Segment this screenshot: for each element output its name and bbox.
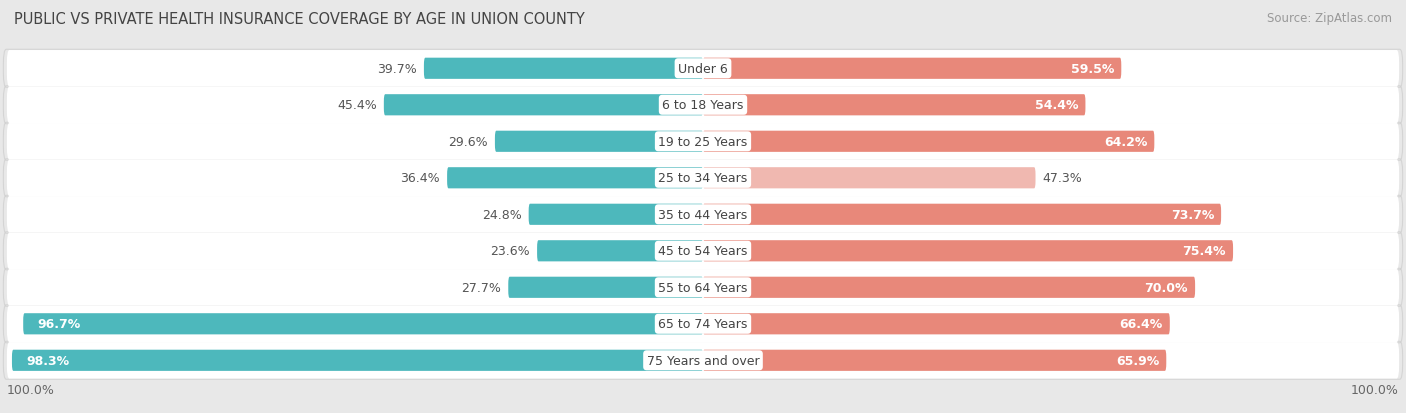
FancyBboxPatch shape bbox=[703, 168, 1035, 189]
Text: 70.0%: 70.0% bbox=[1144, 281, 1188, 294]
FancyBboxPatch shape bbox=[7, 233, 1399, 269]
FancyBboxPatch shape bbox=[384, 95, 703, 116]
Text: 73.7%: 73.7% bbox=[1171, 208, 1213, 221]
Text: 35 to 44 Years: 35 to 44 Years bbox=[658, 208, 748, 221]
Text: 59.5%: 59.5% bbox=[1071, 63, 1115, 76]
Text: 29.6%: 29.6% bbox=[449, 135, 488, 148]
Text: 55 to 64 Years: 55 to 64 Years bbox=[658, 281, 748, 294]
Text: 66.4%: 66.4% bbox=[1119, 318, 1163, 330]
FancyBboxPatch shape bbox=[22, 313, 703, 335]
FancyBboxPatch shape bbox=[509, 277, 703, 298]
FancyBboxPatch shape bbox=[7, 124, 1399, 160]
FancyBboxPatch shape bbox=[703, 131, 1154, 152]
Text: 96.7%: 96.7% bbox=[37, 318, 80, 330]
Text: 39.7%: 39.7% bbox=[377, 63, 418, 76]
FancyBboxPatch shape bbox=[7, 87, 1399, 124]
Text: 23.6%: 23.6% bbox=[491, 244, 530, 258]
Text: 45 to 54 Years: 45 to 54 Years bbox=[658, 244, 748, 258]
FancyBboxPatch shape bbox=[703, 313, 1170, 335]
FancyBboxPatch shape bbox=[7, 51, 1399, 87]
Text: 27.7%: 27.7% bbox=[461, 281, 501, 294]
FancyBboxPatch shape bbox=[7, 342, 1399, 379]
Text: PUBLIC VS PRIVATE HEALTH INSURANCE COVERAGE BY AGE IN UNION COUNTY: PUBLIC VS PRIVATE HEALTH INSURANCE COVER… bbox=[14, 12, 585, 27]
FancyBboxPatch shape bbox=[703, 277, 1195, 298]
FancyBboxPatch shape bbox=[13, 350, 703, 371]
Text: 19 to 25 Years: 19 to 25 Years bbox=[658, 135, 748, 148]
FancyBboxPatch shape bbox=[495, 131, 703, 152]
Text: 64.2%: 64.2% bbox=[1104, 135, 1147, 148]
Text: 24.8%: 24.8% bbox=[482, 208, 522, 221]
FancyBboxPatch shape bbox=[703, 95, 1085, 116]
Text: 6 to 18 Years: 6 to 18 Years bbox=[662, 99, 744, 112]
FancyBboxPatch shape bbox=[425, 59, 703, 80]
FancyBboxPatch shape bbox=[703, 350, 1167, 371]
Text: 75.4%: 75.4% bbox=[1182, 244, 1226, 258]
FancyBboxPatch shape bbox=[703, 204, 1220, 225]
Legend: Public Insurance, Private Insurance: Public Insurance, Private Insurance bbox=[561, 409, 845, 413]
FancyBboxPatch shape bbox=[703, 59, 1122, 80]
Text: 100.0%: 100.0% bbox=[7, 383, 55, 396]
Text: 54.4%: 54.4% bbox=[1035, 99, 1078, 112]
FancyBboxPatch shape bbox=[703, 241, 1233, 262]
FancyBboxPatch shape bbox=[7, 269, 1399, 306]
Text: Source: ZipAtlas.com: Source: ZipAtlas.com bbox=[1267, 12, 1392, 25]
Text: 47.3%: 47.3% bbox=[1043, 172, 1083, 185]
FancyBboxPatch shape bbox=[537, 241, 703, 262]
Text: 75 Years and over: 75 Years and over bbox=[647, 354, 759, 367]
Text: 45.4%: 45.4% bbox=[337, 99, 377, 112]
Text: 100.0%: 100.0% bbox=[1351, 383, 1399, 396]
Text: 36.4%: 36.4% bbox=[401, 172, 440, 185]
FancyBboxPatch shape bbox=[447, 168, 703, 189]
FancyBboxPatch shape bbox=[7, 306, 1399, 342]
Text: 98.3%: 98.3% bbox=[27, 354, 69, 367]
Text: 25 to 34 Years: 25 to 34 Years bbox=[658, 172, 748, 185]
Text: 65 to 74 Years: 65 to 74 Years bbox=[658, 318, 748, 330]
Text: Under 6: Under 6 bbox=[678, 63, 728, 76]
FancyBboxPatch shape bbox=[7, 160, 1399, 197]
FancyBboxPatch shape bbox=[7, 197, 1399, 233]
FancyBboxPatch shape bbox=[529, 204, 703, 225]
Text: 65.9%: 65.9% bbox=[1116, 354, 1160, 367]
